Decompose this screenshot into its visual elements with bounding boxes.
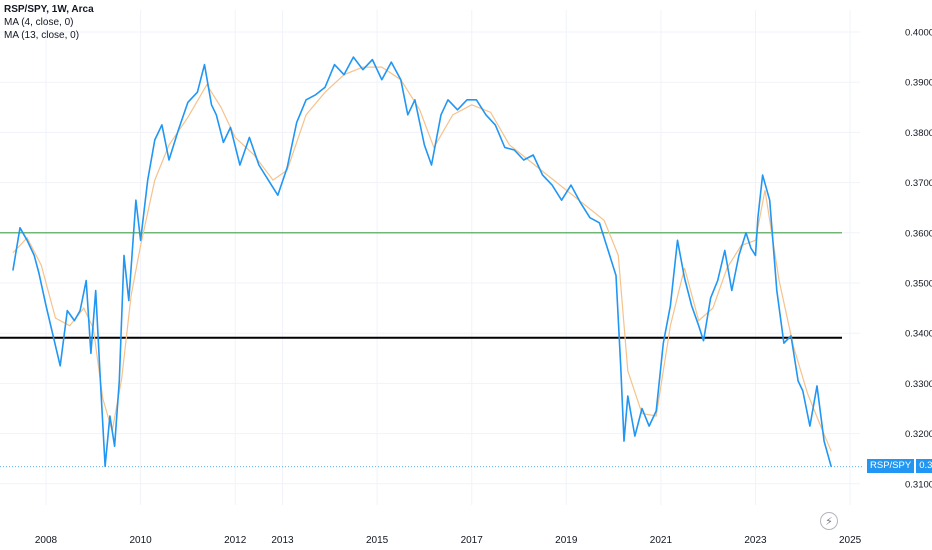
chart-legend: RSP/SPY, 1W, Arca MA (4, close, 0) MA (1… — [4, 3, 94, 42]
y-tick-label: 0.3800 — [905, 128, 932, 139]
horizontal-levels — [0, 232, 862, 468]
y-tick-label: 0.3400 — [905, 329, 932, 340]
y-tick-label: 0.3500 — [905, 279, 932, 290]
legend-ma-13[interactable]: MA (13, close, 0) — [4, 30, 80, 41]
y-tick-label: 0.3100 — [905, 479, 932, 490]
x-tick-label: 2015 — [366, 535, 389, 546]
series-line-ma4 — [12, 66, 832, 452]
x-tick-label: 2023 — [744, 535, 767, 546]
series-layer — [12, 56, 832, 467]
legend-ma-4[interactable]: MA (4, close, 0) — [4, 17, 74, 28]
x-tick-label: 2008 — [35, 535, 58, 546]
series-line-rsp-spy — [12, 56, 832, 467]
x-tick-label: 2019 — [555, 535, 578, 546]
price-badge-value: 0.3134 — [916, 459, 932, 473]
y-tick-label: 0.3900 — [905, 78, 932, 89]
legend-symbol[interactable]: RSP/SPY, 1W, Arca — [4, 4, 94, 15]
grid-lines — [0, 10, 860, 505]
x-tick-label: 2025 — [839, 535, 862, 546]
price-badge-symbol: RSP/SPY — [867, 459, 915, 473]
lightning-icon[interactable]: ⚡︎ — [820, 512, 838, 530]
y-tick-label: 0.3300 — [905, 379, 932, 390]
x-tick-label: 2010 — [129, 535, 152, 546]
x-tick-label: 2013 — [271, 535, 294, 546]
y-axis: 0.4000 0.3900 0.3800 0.3700 0.3600 0.3500 0.34… — [905, 28, 932, 491]
y-tick-label: 0.4000 — [905, 28, 932, 39]
y-tick-label: 0.3600 — [905, 228, 932, 239]
x-tick-label: 2017 — [461, 535, 484, 546]
y-tick-label: 0.3200 — [905, 429, 932, 440]
y-tick-label: 0.3700 — [905, 178, 932, 189]
x-tick-label: 2021 — [650, 535, 673, 546]
x-tick-label: 2012 — [224, 535, 247, 546]
x-axis: 2008 2010 2012 2013 2015 2017 2019 2021 2023 2025 — [35, 535, 862, 546]
